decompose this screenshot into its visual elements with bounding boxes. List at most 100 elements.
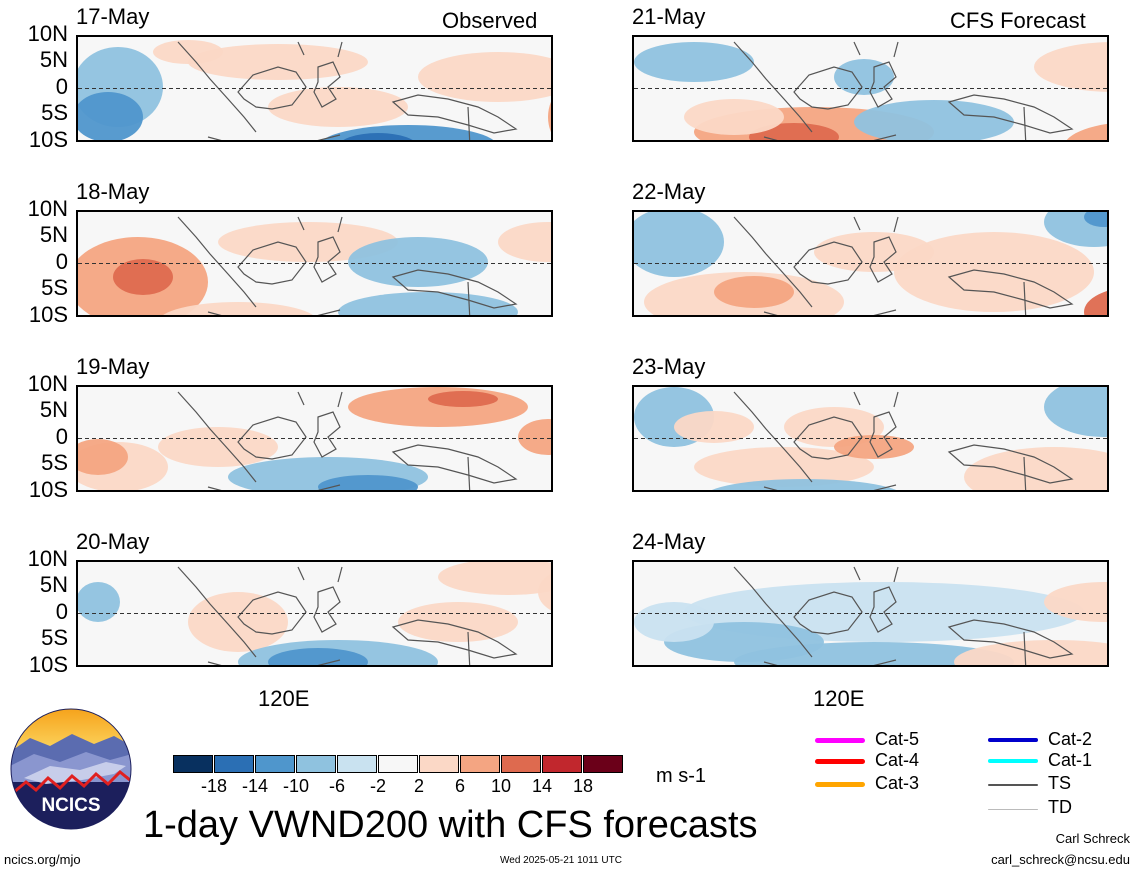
coastline (237, 241, 307, 285)
forecast-label: CFS Forecast (950, 8, 1086, 33)
legend-label: Cat-4 (875, 750, 920, 770)
anomaly-contour (268, 648, 368, 665)
colorbar-swatch (501, 755, 541, 773)
anomaly-contour (854, 100, 1014, 140)
coastline (1023, 631, 1027, 665)
anomaly-contour (834, 59, 894, 95)
legend-line-cat-1 (988, 759, 1038, 763)
lat-label: 0 (55, 424, 68, 449)
coastline (467, 281, 471, 315)
panel-date-left-3: 19-May (76, 354, 150, 379)
anomaly-contour (78, 439, 128, 475)
observed-label: Observed (442, 8, 538, 33)
map-panel-right-3 (632, 385, 1109, 492)
coastline (207, 484, 341, 490)
anomaly-contour (343, 133, 413, 140)
anomaly-contour (1066, 123, 1107, 140)
anomaly-contour (158, 427, 278, 467)
panel-date-right-1: 21-May (632, 4, 706, 29)
anomaly-contour (348, 237, 488, 287)
colorbar-tick-label: 2 (413, 776, 424, 796)
anomaly-contour (418, 52, 551, 102)
colorbar-tick-label: 14 (531, 776, 553, 796)
coastline (313, 236, 341, 283)
timestamp: Wed 2025-05-21 1011 UTC (500, 855, 622, 866)
colorbar-tick-label: 6 (454, 776, 465, 796)
anomaly-contour (894, 232, 1094, 312)
coastline (207, 659, 341, 665)
anomaly-contour (634, 212, 724, 277)
coastline (297, 391, 305, 406)
lat-label: 5S (41, 625, 68, 650)
anomaly-contour (78, 92, 143, 140)
lat-label: 5S (41, 275, 68, 300)
colorbar-swatch (542, 755, 582, 773)
coastline (763, 309, 897, 315)
anomaly-contour (113, 259, 173, 295)
coastline (313, 586, 341, 633)
anomaly-contour (1044, 387, 1107, 437)
author-email[interactable]: carl_schreck@ncsu.edu (991, 852, 1130, 867)
panel-date-right-4: 24-May (632, 529, 706, 554)
coastline (793, 416, 863, 460)
coastline (947, 269, 1074, 309)
lat-label: 10N (27, 21, 68, 46)
anomaly-contour (78, 582, 120, 622)
panel-date-left-4: 20-May (76, 529, 150, 554)
lat-label: 0 (55, 599, 68, 624)
colorbar-units: m s-1 (656, 765, 706, 787)
coastline (391, 619, 518, 659)
anomaly-contour (684, 99, 784, 135)
lat-label: 0 (55, 249, 68, 274)
coastline (793, 66, 863, 110)
lat-label: 10N (27, 371, 68, 396)
colorbar-swatch (255, 755, 295, 773)
colorbar-tick-label: -18 (200, 776, 227, 796)
legend-label: TS (1048, 773, 1072, 793)
legend-line-td (988, 809, 1038, 810)
website-link[interactable]: ncics.org/mjo (4, 852, 81, 867)
anomaly-contour (218, 222, 398, 262)
coastline (207, 309, 341, 315)
coastline (297, 41, 305, 56)
lon-label-right: 120E (813, 686, 865, 711)
coastline (313, 411, 341, 458)
coastline (391, 94, 518, 134)
coastline (313, 61, 341, 108)
coastline (297, 216, 305, 231)
lat-label: 5S (41, 100, 68, 125)
lat-label: 5N (39, 47, 68, 72)
coastline (337, 566, 343, 583)
anomaly-contour (694, 447, 874, 487)
anomaly-contour (674, 411, 754, 443)
anomaly-contour (188, 44, 368, 80)
author-name: Carl Schreck (1055, 831, 1130, 846)
lat-label: 10N (27, 196, 68, 221)
map-panel-left-4 (76, 560, 553, 667)
colorbar-swatch (337, 755, 377, 773)
coastline (337, 391, 343, 408)
lat-label: 0 (55, 74, 68, 99)
colorbar-swatch (460, 755, 500, 773)
lon-label-left: 120E (258, 686, 310, 711)
coastline (869, 61, 897, 108)
coastline (297, 566, 305, 581)
colorbar-tick-label: 10 (490, 776, 512, 796)
coastline (893, 216, 899, 233)
map-panel-left-2 (76, 210, 553, 317)
coastline (1023, 281, 1027, 315)
coastline (237, 591, 307, 635)
coastline (869, 236, 897, 283)
legend-line-cat-3 (815, 782, 865, 787)
coastline (467, 631, 471, 665)
coastline (893, 41, 899, 58)
map-panel-left-3 (76, 385, 553, 492)
anomaly-contour (163, 302, 313, 315)
lat-label: 10S (28, 652, 68, 677)
coastline (1023, 456, 1027, 490)
colorbar-swatch (419, 755, 459, 773)
coastline (947, 444, 1074, 484)
legend-line-cat-2 (988, 738, 1038, 742)
anomaly-contour (1034, 42, 1107, 92)
